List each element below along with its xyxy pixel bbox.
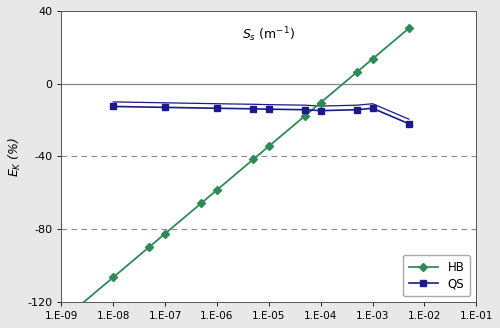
QS <box>250 107 256 111</box>
QS <box>302 108 308 112</box>
QS <box>162 105 168 109</box>
QS <box>110 105 116 109</box>
HB <box>354 70 360 74</box>
HB <box>250 157 256 161</box>
QS <box>406 122 412 126</box>
HB <box>406 26 412 30</box>
QS <box>354 108 360 112</box>
HB <box>302 114 308 118</box>
QS <box>214 106 220 110</box>
HB <box>214 188 220 192</box>
HB <box>318 101 324 105</box>
HB <box>370 57 376 61</box>
HB <box>110 275 116 279</box>
Text: $S_s$ (m$^{-1}$): $S_s$ (m$^{-1}$) <box>242 25 296 44</box>
QS <box>370 106 376 110</box>
HB <box>58 319 64 323</box>
HB <box>198 201 204 205</box>
Legend: HB, QS: HB, QS <box>403 255 470 296</box>
HB <box>146 245 152 249</box>
Line: HB: HB <box>58 26 412 324</box>
HB <box>266 144 272 148</box>
Y-axis label: $E_K$ (%): $E_K$ (%) <box>7 136 23 177</box>
Line: QS: QS <box>110 103 412 127</box>
QS <box>318 109 324 113</box>
QS <box>266 107 272 111</box>
HB <box>162 232 168 236</box>
